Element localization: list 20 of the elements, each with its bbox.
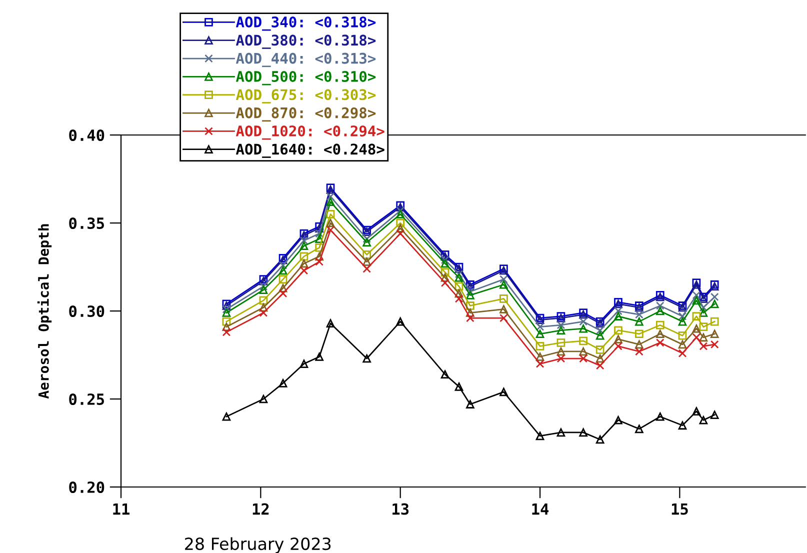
legend-label: AOD_870: <0.298>: [236, 107, 376, 122]
y-tick-label: 0.30: [69, 305, 104, 318]
legend-label: AOD_340: <0.318>: [236, 16, 376, 31]
legend-label: AOD_675: <0.303>: [236, 89, 376, 104]
y-axis-title: Aerosol Optical Depth: [37, 224, 52, 399]
legend-label: AOD_1640: <0.248>: [236, 144, 384, 158]
legend-label: AOD_1020: <0.294>: [236, 125, 384, 140]
x-axis-title: 28 February 2023: [185, 537, 331, 553]
y-tick-label: 0.40: [69, 129, 104, 142]
x-tick-label: 12: [252, 503, 269, 515]
y-tick-label: 0.20: [69, 481, 104, 494]
x-tick-label: 13: [392, 503, 409, 515]
legend-label: AOD_440: <0.313>: [236, 52, 376, 68]
y-tick-label: 0.25: [69, 393, 104, 406]
x-tick-label: 15: [672, 503, 688, 515]
x-tick-label: 14: [532, 503, 549, 515]
x-tick-label: 11: [113, 503, 130, 515]
y-tick-label: 0.35: [69, 217, 104, 230]
legend-label: AOD_500: <0.310>: [236, 70, 376, 86]
legend-label: AOD_380: <0.318>: [236, 34, 376, 49]
